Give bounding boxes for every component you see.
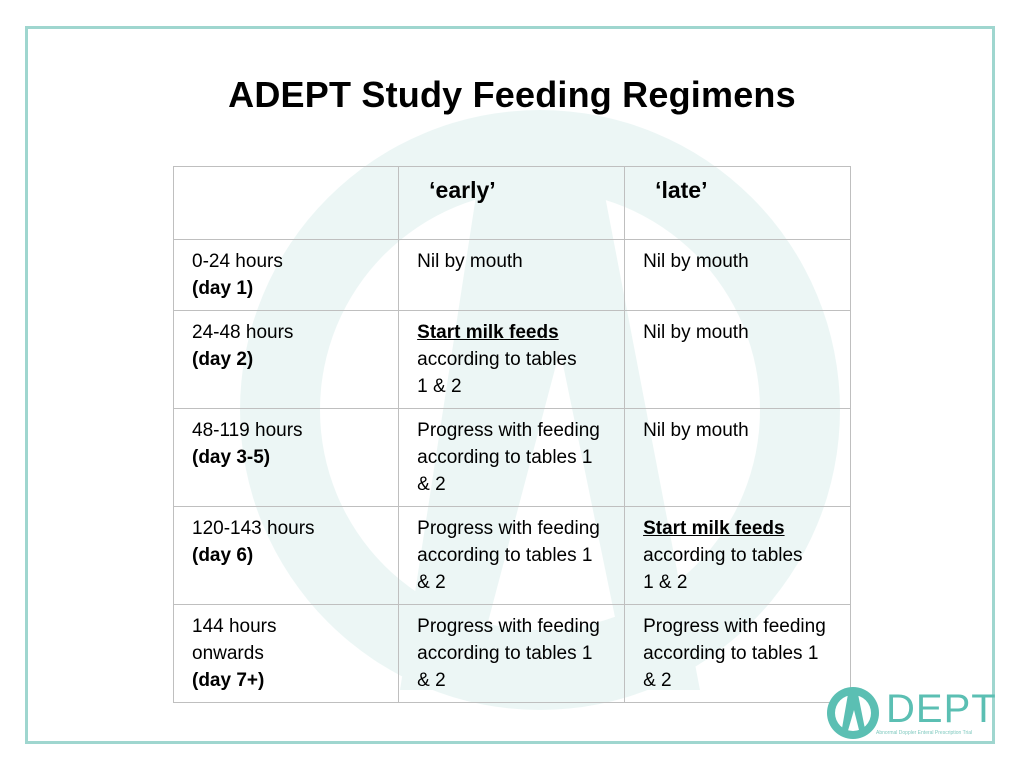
late-cell: Nil by mouth	[624, 239, 851, 311]
table-row: 24-48 hours (day 2) Start milk feeds acc…	[172, 310, 851, 409]
late-cell: Progress with feeding according to table…	[624, 604, 851, 703]
early-cell: Progress with feeding according to table…	[398, 604, 626, 703]
time-range: 144 hours onwards	[192, 616, 277, 664]
header-late: ‘late’	[624, 166, 851, 240]
cell-text: according to tables 1 & 2	[417, 349, 577, 397]
early-cell: Progress with feeding according to table…	[398, 506, 626, 605]
late-cell: Nil by mouth	[624, 408, 851, 507]
time-cell: 24-48 hours (day 2)	[172, 310, 400, 409]
header-empty	[172, 166, 400, 240]
cell-text: according to tables 1 & 2	[643, 545, 803, 593]
time-cell: 0-24 hours (day 1)	[172, 239, 400, 311]
late-cell: Start milk feeds according to tables 1 &…	[624, 506, 851, 605]
cell-text: Nil by mouth	[643, 322, 749, 343]
time-range: 0-24 hours	[192, 251, 283, 272]
day-label: (day 6)	[192, 545, 254, 566]
time-range: 120-143 hours	[192, 518, 315, 539]
time-cell: 120-143 hours (day 6)	[172, 506, 400, 605]
table-row: 120-143 hours (day 6) Progress with feed…	[172, 506, 851, 605]
cell-text: Nil by mouth	[643, 251, 749, 272]
cell-text: Nil by mouth	[417, 251, 523, 272]
day-label: (day 7+)	[192, 670, 265, 691]
header-early: ‘early’	[398, 166, 626, 240]
cell-text: Nil by mouth	[643, 420, 749, 441]
cell-text: Progress with feeding according to table…	[417, 616, 600, 691]
table-row: 144 hours onwards (day 7+) Progress with…	[172, 604, 851, 703]
cell-text: Progress with feeding according to table…	[643, 616, 826, 691]
late-cell: Nil by mouth	[624, 310, 851, 409]
adept-logo-icon	[827, 687, 879, 739]
cell-text: Progress with feeding according to table…	[417, 420, 600, 495]
time-range: 48-119 hours	[192, 420, 303, 441]
table-row: 48-119 hours (day 3-5) Progress with fee…	[172, 408, 851, 507]
table-header-row: ‘early’ ‘late’	[172, 166, 851, 240]
feeding-regimens-table: ‘early’ ‘late’ 0-24 hours (day 1) Nil by…	[172, 166, 851, 703]
day-label: (day 3-5)	[192, 447, 271, 468]
time-cell: 48-119 hours (day 3-5)	[172, 408, 400, 507]
slide-frame	[25, 26, 995, 744]
table-row: 0-24 hours (day 1) Nil by mouth Nil by m…	[172, 239, 851, 311]
logo-wordmark: DEPT	[886, 687, 997, 731]
start-feeds-emphasis: Start milk feeds	[643, 518, 785, 539]
early-cell: Nil by mouth	[398, 239, 626, 311]
early-cell: Start milk feeds according to tables 1 &…	[398, 310, 626, 409]
time-cell: 144 hours onwards (day 7+)	[172, 604, 400, 703]
day-label: (day 1)	[192, 278, 254, 299]
early-cell: Progress with feeding according to table…	[398, 408, 626, 507]
start-feeds-emphasis: Start milk feeds	[417, 322, 559, 343]
logo-tagline: Abnormal Doppler Enteral Prescription Tr…	[876, 730, 973, 736]
cell-text: Progress with feeding according to table…	[417, 518, 600, 593]
time-range: 24-48 hours	[192, 322, 294, 343]
day-label: (day 2)	[192, 349, 254, 370]
page-title: ADEPT Study Feeding Regimens	[228, 74, 796, 115]
